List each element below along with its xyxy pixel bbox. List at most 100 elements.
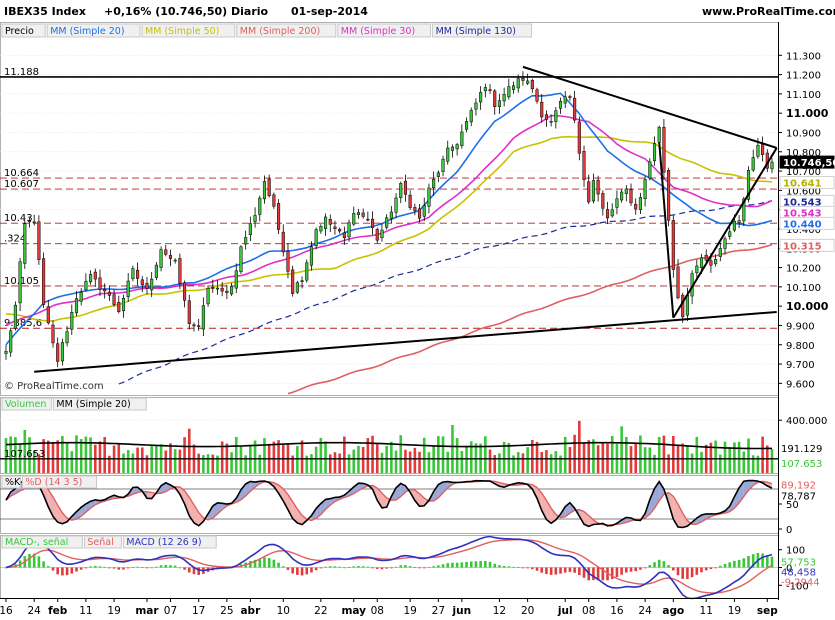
candle-body [699, 257, 704, 268]
candle-body [436, 172, 440, 177]
candle-body [319, 226, 323, 232]
volume-legend-item: MM (Simple 20) [56, 399, 130, 410]
candle-body [751, 157, 755, 171]
price-value-badge-label: 10.641 [783, 178, 822, 189]
x-tick-label: ago [662, 605, 684, 617]
stoch-fill [748, 480, 754, 491]
price-legend-box [337, 23, 432, 38]
candle-body [281, 231, 285, 253]
macd-histogram-bar [366, 566, 370, 568]
macd-histogram-bar [719, 565, 722, 568]
stoch-fill [278, 485, 284, 501]
candle-body [389, 211, 393, 219]
volume-bar [728, 447, 732, 473]
candle-body [206, 288, 210, 305]
candle-body [591, 180, 595, 202]
candle-body [587, 181, 591, 203]
volume-bar [657, 436, 661, 473]
macd-histogram-bar [469, 561, 473, 568]
volume-bar [32, 450, 36, 473]
macd-histogram-bar [451, 562, 454, 568]
candle-body [544, 114, 548, 120]
volume-bar [310, 454, 313, 473]
volume-bar [324, 441, 327, 473]
macd-histogram-bar [723, 563, 727, 568]
volume-bar [46, 440, 50, 473]
x-tick-label: 08 [371, 605, 384, 617]
price-tick-label: 11.200 [786, 71, 821, 82]
volume-value-badge: 191.129 [781, 444, 822, 455]
volume-bar [338, 453, 341, 473]
macd-tick-label: 100 [786, 546, 805, 557]
volume-bar [709, 442, 713, 473]
price-tick-label: 10.600 [786, 186, 821, 197]
stoch-legend-item: %K [5, 477, 21, 488]
volume-bar [84, 436, 88, 473]
candle-body [215, 287, 220, 290]
candle-body [150, 278, 154, 291]
candle-body [432, 179, 436, 188]
volume-bar [371, 435, 374, 473]
x-tick-label: 17 [192, 605, 205, 617]
stoch-fill [358, 483, 364, 491]
candle-body [676, 266, 680, 299]
support-line-label: .324 [4, 234, 26, 245]
volume-bar [230, 452, 233, 473]
macd-histogram-bar [197, 567, 200, 575]
macd-histogram-bar [126, 567, 130, 569]
macd-line [5, 535, 773, 600]
volume-bar [65, 442, 69, 473]
volume-bar [319, 437, 323, 473]
volume-bar [629, 446, 633, 473]
candle-body [540, 101, 544, 118]
macd-histogram-bar [4, 567, 8, 569]
candle-body [121, 297, 126, 312]
candle-body [366, 218, 370, 221]
stoch-legend-box [21, 475, 98, 489]
volume-bar [521, 453, 525, 473]
volume-bar [540, 451, 544, 473]
volume-bar [380, 452, 384, 473]
volume-bar [136, 447, 139, 473]
macd-histogram-bar [117, 567, 121, 570]
x-tick-label: jul [557, 605, 573, 617]
volume-bar [408, 451, 412, 473]
x-tick-label: feb [48, 605, 68, 617]
macd-histogram-bar [314, 567, 318, 571]
candle-body [333, 226, 337, 229]
volume-bar [122, 453, 125, 473]
candle-body [638, 197, 642, 210]
stoch-fill [297, 509, 303, 525]
macd-histogram-bar [183, 567, 186, 570]
macd-histogram-bar [432, 566, 435, 568]
volume-bar [131, 453, 135, 473]
stoch-fill [546, 500, 552, 524]
volume-bar [686, 446, 689, 473]
volume-bar [573, 434, 576, 473]
volume-bar [690, 453, 694, 473]
candle-body [704, 254, 708, 261]
volume-bar [737, 441, 741, 473]
volume-bar [14, 437, 17, 473]
copyright-text: © ProRealTime.com [4, 381, 104, 392]
price-change: +0,16% (10.746,50) [104, 5, 228, 18]
trend-line [672, 147, 778, 319]
macd-value-badge: -9,2944 [781, 578, 820, 589]
candle-body [761, 144, 765, 155]
macd-histogram-bar [634, 567, 638, 572]
candle-body [483, 87, 487, 92]
macd-histogram-bar [56, 567, 59, 575]
volume-bar [314, 446, 318, 473]
candle-body [577, 121, 581, 154]
macd-legend-box [83, 535, 122, 549]
stoch-fill [419, 493, 425, 507]
candle-body [230, 285, 234, 295]
volume-bar [220, 441, 224, 473]
volume-tick-label: 400.000 [786, 416, 827, 427]
candle-body [634, 203, 638, 210]
candle-body [413, 207, 417, 211]
candle-body [84, 281, 88, 291]
stoch-fill [673, 496, 678, 527]
macd-legend-item: MACD (12 26 9) [126, 537, 201, 548]
volume-bar [465, 446, 468, 473]
